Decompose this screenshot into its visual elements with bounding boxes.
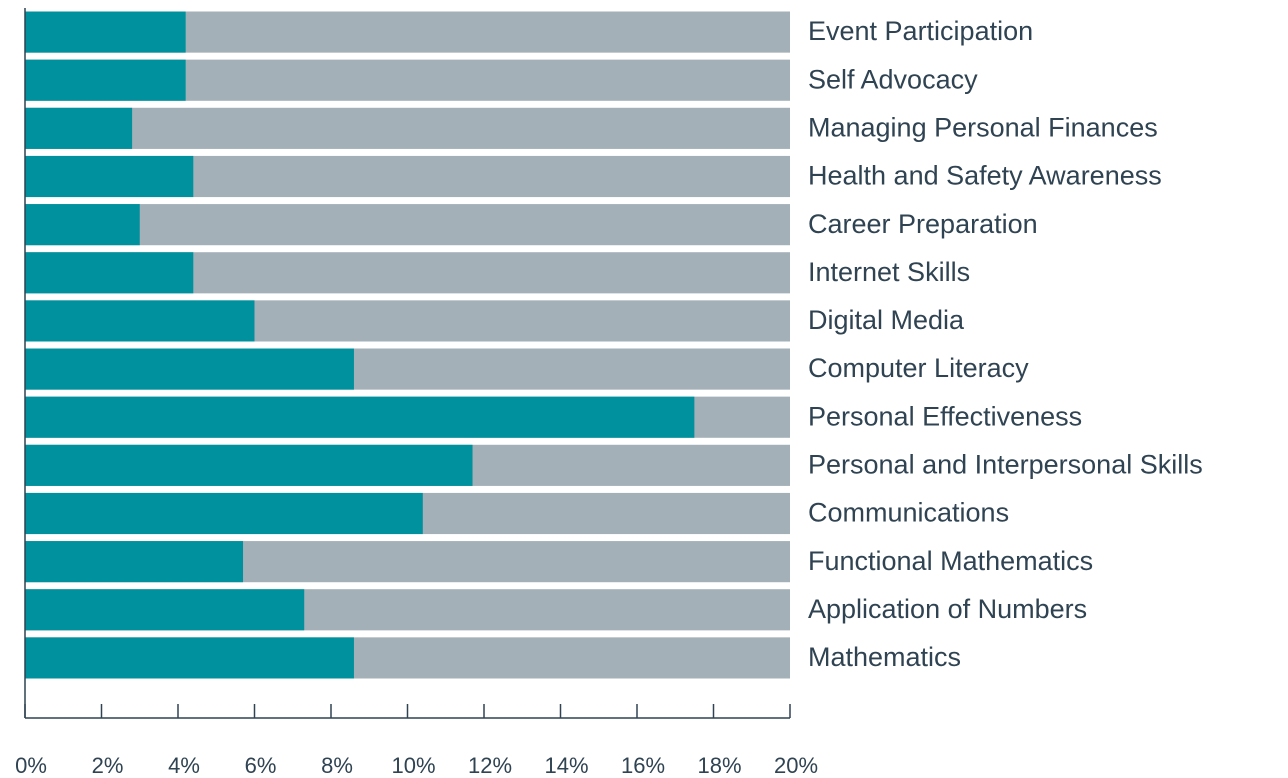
x-tick-label: 4% (168, 753, 200, 778)
category-label: Application of Numbers (808, 594, 1087, 624)
bar (25, 59, 186, 101)
x-tick-label: 18% (697, 753, 741, 778)
bar (25, 300, 255, 342)
category-label: Health and Safety Awareness (808, 161, 1162, 191)
category-label: Personal Effectiveness (808, 401, 1082, 431)
x-tick-label: 14% (544, 753, 588, 778)
category-label: Event Participation (808, 16, 1033, 46)
bar (25, 444, 473, 486)
category-label: Mathematics (808, 642, 961, 672)
bar (25, 492, 423, 535)
x-tick-label: 8% (321, 753, 353, 778)
x-tick-label: 12% (468, 753, 512, 778)
bar-track (25, 204, 790, 246)
category-label: Personal and Interpersonal Skills (808, 449, 1203, 479)
bar (25, 204, 140, 246)
category-label: Managing Personal Finances (808, 112, 1158, 142)
x-tick-label: 20% (774, 753, 818, 778)
x-tick-label: 16% (621, 753, 665, 778)
bar (25, 252, 194, 294)
bar (25, 637, 354, 679)
category-label: Communications (808, 498, 1009, 528)
x-tick-label: 0% (15, 753, 47, 778)
bar (25, 541, 244, 583)
category-label: Digital Media (808, 305, 965, 335)
bar (25, 396, 695, 438)
category-label: Computer Literacy (808, 353, 1029, 383)
x-tick-label: 6% (245, 753, 277, 778)
bar (25, 589, 305, 631)
category-label: Career Preparation (808, 209, 1038, 239)
bar (25, 348, 354, 390)
bar-track (25, 107, 790, 149)
x-tick-label: 2% (92, 753, 124, 778)
x-tick-label: 10% (391, 753, 435, 778)
bar (25, 11, 186, 53)
category-label: Self Advocacy (808, 64, 978, 94)
bar (25, 155, 194, 198)
category-label: Functional Mathematics (808, 546, 1093, 576)
category-label: Internet Skills (808, 257, 970, 287)
bar (25, 107, 133, 149)
